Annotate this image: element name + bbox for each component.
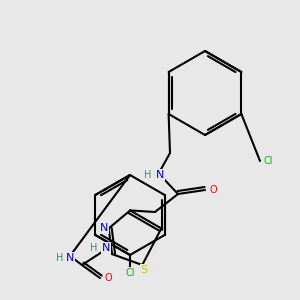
Text: N: N bbox=[156, 170, 164, 180]
Text: H: H bbox=[56, 253, 64, 263]
Text: N: N bbox=[102, 243, 110, 253]
Text: O: O bbox=[104, 273, 112, 283]
Text: Cl: Cl bbox=[125, 268, 135, 278]
Text: Cl: Cl bbox=[263, 156, 273, 166]
Text: O: O bbox=[209, 185, 217, 195]
Text: N: N bbox=[66, 253, 74, 263]
Text: S: S bbox=[141, 265, 148, 275]
Text: N: N bbox=[100, 224, 108, 233]
Text: H: H bbox=[90, 243, 98, 253]
Text: H: H bbox=[144, 170, 152, 180]
